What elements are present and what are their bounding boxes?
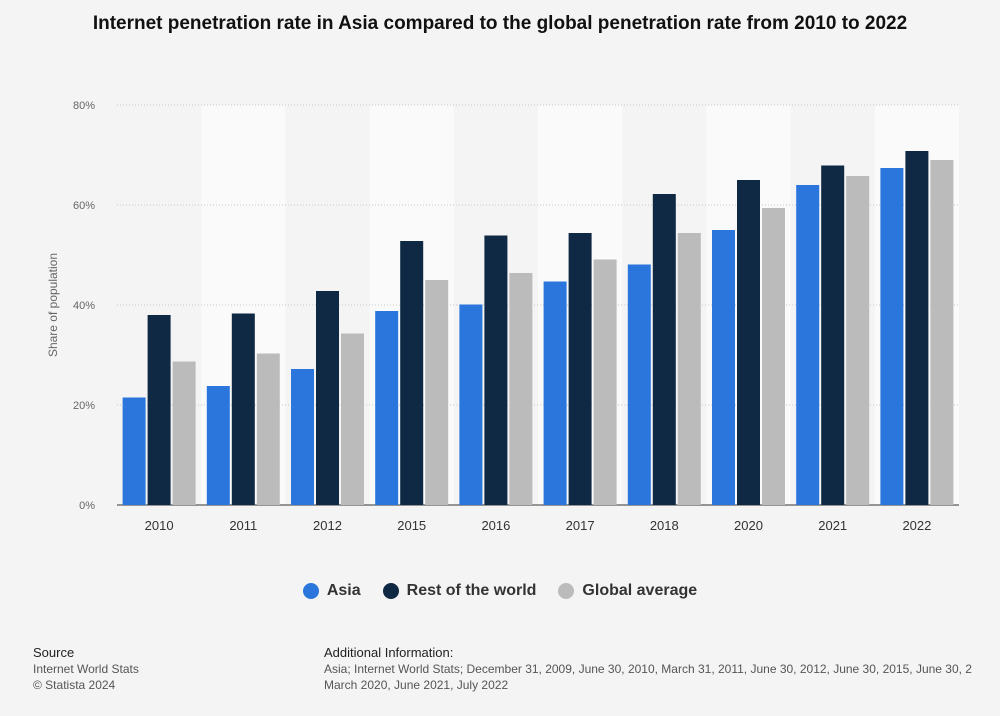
x-tick-label: 2011 xyxy=(229,518,257,533)
bar xyxy=(400,241,424,505)
copyright-line[interactable]: © Statista 2024 xyxy=(33,678,116,692)
additional-info-line-1: Asia; Internet World Stats; December 31,… xyxy=(324,662,972,676)
x-tick-label: 2012 xyxy=(313,518,342,533)
x-tick-label: 2016 xyxy=(481,518,510,533)
bar xyxy=(341,333,364,505)
legend-swatch-asia xyxy=(302,583,319,599)
bar xyxy=(905,151,929,505)
additional-info-block: Additional Information: Asia; Internet W… xyxy=(324,645,1000,693)
source-heading: Source xyxy=(33,645,75,660)
bar xyxy=(484,235,508,505)
bar xyxy=(762,208,785,505)
bar xyxy=(316,291,339,505)
additional-info-heading: Additional Information: xyxy=(324,645,454,660)
bar xyxy=(821,165,845,505)
legend-swatch-rest-of-world xyxy=(382,583,399,599)
bar xyxy=(509,273,533,505)
bar xyxy=(677,233,701,505)
bar xyxy=(256,353,280,505)
bar xyxy=(568,233,592,505)
bar xyxy=(796,185,820,505)
bar xyxy=(425,280,449,505)
bar xyxy=(291,369,314,505)
bar xyxy=(206,386,230,505)
y-tick-label: 0% xyxy=(79,500,95,512)
bar xyxy=(593,259,617,505)
y-tick-label: 40% xyxy=(73,300,95,312)
source-line[interactable]: Internet World Stats xyxy=(33,662,139,676)
bar xyxy=(930,160,954,505)
bar xyxy=(122,397,146,505)
x-tick-label: 2020 xyxy=(734,518,763,533)
x-tick-label: 2010 xyxy=(145,518,174,533)
bar xyxy=(147,315,171,505)
bar xyxy=(459,304,483,505)
x-tick-label: 2022 xyxy=(902,518,931,533)
x-tick-label: 2015 xyxy=(397,518,426,533)
legend-label-rest-of-world: Rest of the world xyxy=(406,582,537,599)
bar xyxy=(652,194,676,505)
bar xyxy=(172,361,196,505)
bar xyxy=(880,168,904,505)
legend-item-global-average[interactable]: Global average xyxy=(558,582,697,600)
chart-title: Internet penetration rate in Asia compar… xyxy=(92,13,908,34)
chart-legend: Asia Rest of the world Global average xyxy=(0,582,1000,600)
bar xyxy=(543,281,567,505)
bar xyxy=(712,230,735,505)
bar xyxy=(375,311,399,505)
y-tick-label: 60% xyxy=(73,200,95,212)
legend-item-asia[interactable]: Asia xyxy=(302,582,361,600)
bar xyxy=(231,313,255,505)
legend-swatch-global-average xyxy=(558,583,575,599)
bar xyxy=(846,176,870,505)
y-tick-label: 80% xyxy=(73,100,95,112)
y-axis-title: Share of population xyxy=(46,253,60,357)
x-tick-label: 2021 xyxy=(818,518,847,533)
bar xyxy=(627,264,651,505)
source-block: Source Internet World Stats © Statista 2… xyxy=(33,645,139,693)
legend-label-global-average: Global average xyxy=(582,582,698,599)
additional-info-line-2: March 2020, June 2021, July 2022 xyxy=(324,678,509,692)
legend-label-asia: Asia xyxy=(326,582,361,599)
x-tick-label: 2017 xyxy=(566,518,595,533)
y-tick-label: 20% xyxy=(73,400,95,412)
bar xyxy=(737,180,760,505)
x-tick-label: 2018 xyxy=(650,518,679,533)
legend-item-rest-of-world[interactable]: Rest of the world xyxy=(382,582,537,600)
